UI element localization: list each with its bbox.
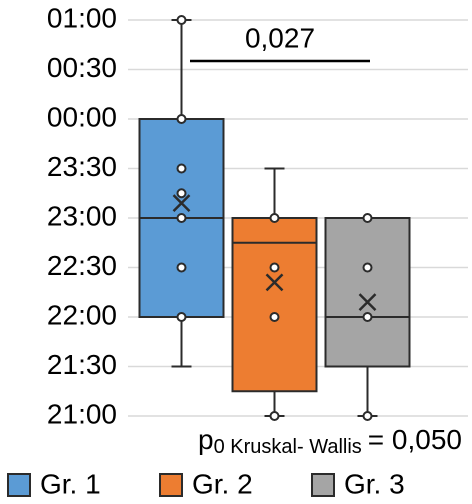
point [176,262,187,273]
point [362,312,373,322]
legend-swatch [159,473,183,497]
box [231,217,318,393]
point [269,411,280,421]
test-value: = 0,050 [368,424,462,455]
legend-label: Gr. 1 [40,468,101,499]
mean-marker [358,293,377,312]
y-tick-label: 22:00 [47,299,117,330]
point [176,213,187,223]
y-tick-label: 21:00 [47,398,117,429]
point [176,114,187,124]
y-tick-label: 01:00 [47,2,117,33]
point [176,312,187,322]
point [269,213,280,223]
legend-swatch [7,473,31,497]
point [362,262,373,273]
y-tick-label: 23:00 [47,200,117,231]
point [362,411,373,421]
point [176,163,187,174]
mean-marker [172,194,191,213]
box [324,217,411,368]
point [362,213,373,223]
significance-label: 0,027 [245,22,315,53]
point [176,188,187,199]
point [269,262,280,273]
test-symbol: p [198,424,214,455]
test-subscript: 0 Kruskal- Wallis [214,436,362,458]
point [176,15,187,25]
y-tick-label: 00:00 [47,101,117,132]
point [269,312,280,322]
y-tick-label: 21:30 [47,349,117,380]
test-note: p0 Kruskal- Wallis = 0,050 [198,424,462,458]
legend-label: Gr. 3 [344,468,405,499]
y-tick-label: 22:30 [47,250,117,281]
y-tick-label: 23:30 [47,151,117,182]
y-tick-label: 00:30 [47,52,117,83]
legend-label: Gr. 2 [192,468,253,499]
mean-marker [265,273,284,292]
legend-swatch [311,473,335,497]
